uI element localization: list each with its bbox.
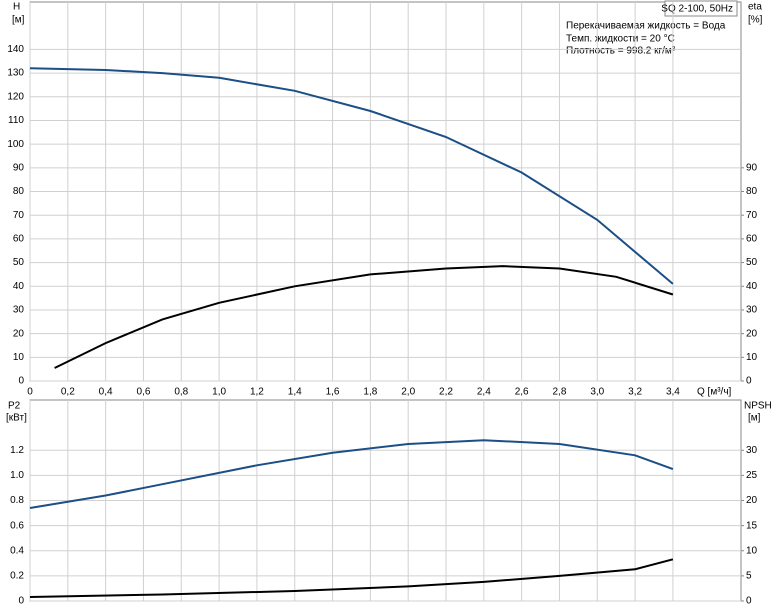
x-tick-label: 0,6	[137, 387, 151, 398]
y-tick-label: 60	[13, 234, 25, 245]
y-tick-label: 120	[7, 91, 24, 102]
x-tick-label: 2,4	[477, 387, 491, 398]
y-tick-label: 110	[8, 115, 24, 126]
y-tick-label: 1.2	[10, 445, 24, 456]
x-tick-label: 3,4	[666, 387, 680, 398]
y-tick-label: 0.8	[10, 495, 24, 506]
y2-tick-label: 10	[746, 545, 758, 556]
x-tick-label: 1,0	[212, 387, 226, 398]
x-tick-label: 0,2	[61, 387, 75, 398]
x-tick-label: 1,6	[326, 387, 340, 398]
y-tick-label: 40	[13, 281, 25, 292]
annotation-box	[563, 18, 735, 58]
x-tick-label: 2,0	[401, 387, 415, 398]
y2-tick-label: 15	[746, 520, 758, 531]
y-tick-label: 130	[7, 68, 24, 79]
y2-tick-label: 60	[746, 234, 758, 245]
y-tick-label: 1.0	[10, 470, 24, 481]
annotation: Темп. жидкости = 20 °C	[566, 34, 675, 45]
y-tick-label: 140	[7, 44, 24, 55]
y2-tick-label: 70	[746, 210, 758, 221]
y2-tick-label: 5	[746, 571, 752, 582]
y-tick-label: 10	[13, 352, 25, 363]
x-tick-label: 2,6	[515, 387, 529, 398]
y2-label: NPSH	[744, 401, 772, 412]
y2-label: eta	[748, 2, 762, 13]
y-tick-label: 20	[13, 328, 25, 339]
title-box	[664, 0, 738, 17]
y2-tick-label: 20	[746, 495, 758, 506]
x-tick-label: 1,4	[288, 387, 302, 398]
x-tick-label: 2,8	[553, 387, 567, 398]
x-tick-label: 0	[27, 387, 33, 398]
y-tick-label: 50	[13, 257, 25, 268]
y2-tick-label: 50	[746, 257, 758, 268]
y2-tick-label: 20	[746, 328, 758, 339]
curve	[54, 265, 674, 369]
y2-tick-label: 40	[746, 281, 758, 292]
y-tick-label: 100	[7, 139, 24, 150]
y-tick-label: 70	[13, 210, 25, 221]
curve	[29, 67, 674, 285]
annotation: Плотность = 998.2 кг/м³	[566, 46, 676, 57]
y-unit: [кВт]	[6, 413, 27, 424]
x-tick-label: 3,0	[590, 387, 604, 398]
x-tick-label: 0,4	[99, 387, 113, 398]
y-tick-label: 90	[13, 162, 25, 173]
y-tick-label: 0.2	[10, 571, 24, 582]
x-tick-label: 3,2	[628, 387, 642, 398]
y-label: P2	[8, 401, 21, 412]
y2-tick-label: 0	[746, 376, 752, 387]
y2-tick-label: 30	[746, 305, 758, 316]
y-tick-label: 0.6	[10, 520, 24, 531]
y-tick-label: 0	[18, 376, 24, 387]
curve	[29, 558, 674, 598]
y2-tick-label: 10	[746, 352, 758, 363]
y2-tick-label: 90	[746, 162, 758, 173]
annotation: Перекачиваемая жидкость = Вода	[566, 21, 726, 32]
y2-tick-label: 0	[746, 596, 752, 607]
y2-unit: [м]	[748, 413, 761, 424]
curve	[29, 439, 674, 509]
y2-tick-label: 80	[746, 186, 758, 197]
x-label: Q [м³/ч]	[697, 387, 732, 398]
y2-tick-label: 30	[746, 445, 758, 456]
chart-title: SQ 2-100, 50Hz	[661, 4, 733, 15]
y-tick-label: 0	[18, 596, 24, 607]
y-label: H	[13, 2, 20, 13]
y2-unit: [%]	[748, 15, 763, 26]
y-tick-label: 0.4	[10, 545, 24, 556]
x-tick-label: 1,2	[250, 387, 264, 398]
y-tick-label: 80	[13, 186, 25, 197]
x-tick-label: 1,8	[363, 387, 377, 398]
y-unit: [м]	[12, 15, 25, 26]
x-tick-label: 0,8	[174, 387, 188, 398]
x-tick-label: 2,2	[439, 387, 453, 398]
y-tick-label: 30	[13, 305, 25, 316]
y2-tick-label: 25	[746, 470, 758, 481]
